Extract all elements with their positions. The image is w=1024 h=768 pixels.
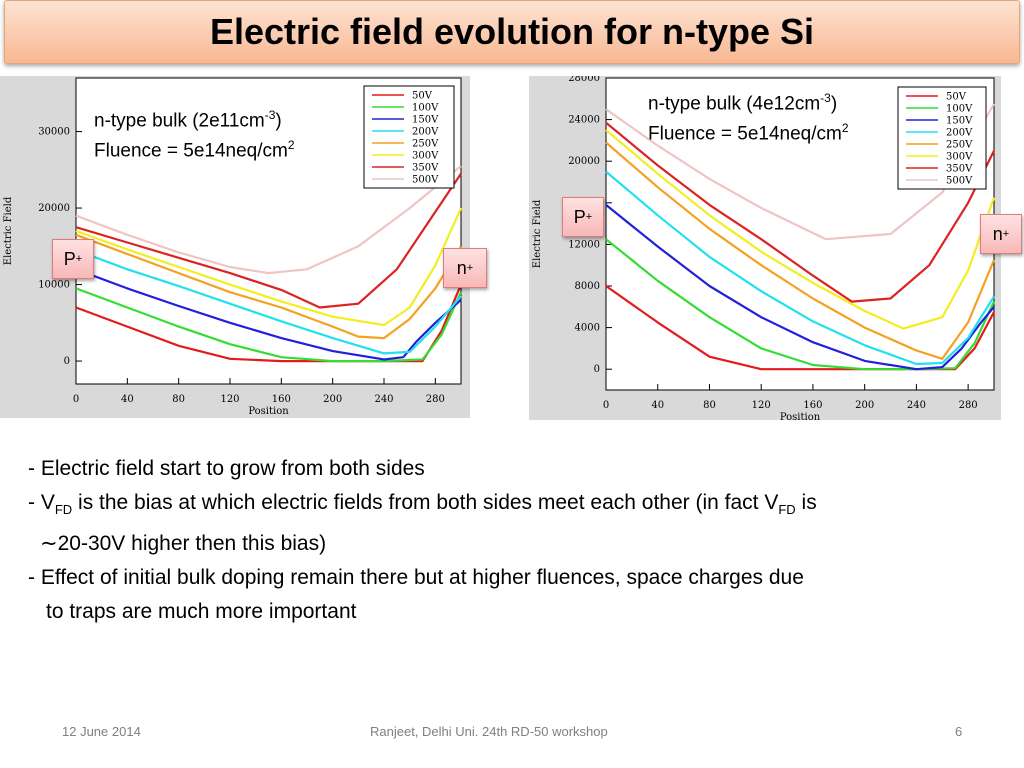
n-plus-tag-right: n + bbox=[980, 214, 1022, 254]
left-bulk-annotation: n-type bulk (2e11cm-3) bbox=[94, 108, 282, 132]
y-tick-label: 8000 bbox=[575, 281, 600, 292]
bullet-1: - Electric field start to grow from both… bbox=[28, 457, 425, 480]
footer-presenter: Ranjeet, Delhi Uni. 24th RD-50 workshop bbox=[370, 724, 608, 739]
y-tick-label: 20000 bbox=[568, 156, 600, 167]
series-line-100V bbox=[75, 287, 463, 363]
y-tick-label: 0 bbox=[64, 356, 70, 367]
legend-label: 100V bbox=[412, 103, 439, 114]
left-fluence-annotation: Fluence = 5e14neq/cm2 bbox=[94, 138, 295, 162]
bullet-2-cont: ∼20-30V higher then this bias) bbox=[40, 532, 327, 556]
legend-box bbox=[897, 86, 987, 190]
x-tick-label: 120 bbox=[220, 394, 239, 405]
right-bulk-annotation: n-type bulk (4e12cm-3) bbox=[648, 91, 838, 115]
x-tick-label: 40 bbox=[121, 394, 134, 405]
bullet-list: - Electric field start to grow from both… bbox=[28, 452, 1018, 629]
legend-label: 50V bbox=[412, 91, 433, 102]
series-line-100V bbox=[605, 238, 995, 371]
x-tick-label: 160 bbox=[272, 394, 291, 405]
legend-label: 300V bbox=[412, 151, 439, 162]
series-line-150V bbox=[605, 204, 995, 371]
x-tick-label: 120 bbox=[752, 400, 771, 411]
y-tick-label: 4000 bbox=[575, 323, 600, 334]
legend-label: 150V bbox=[412, 115, 439, 126]
bullet-2: - VFD is the bias at which electric fiel… bbox=[28, 491, 817, 518]
x-tick-label: 280 bbox=[959, 400, 978, 411]
y-tick-label: 0 bbox=[594, 364, 600, 375]
legend-label: 500V bbox=[412, 175, 439, 186]
legend-label: 250V bbox=[412, 139, 439, 150]
footer-page-number: 6 bbox=[955, 724, 963, 739]
legend-label: 300V bbox=[946, 152, 973, 163]
right-fluence-annotation: Fluence = 5e14neq/cm2 bbox=[648, 121, 849, 145]
series-line-150V bbox=[75, 268, 462, 361]
legend-label: 500V bbox=[946, 176, 973, 187]
title-bar: Electric field evolution for n-type Si bbox=[4, 0, 1020, 64]
plot-right: 0408012016020024028004000800012000160002… bbox=[529, 76, 1001, 420]
x-axis-label: Position bbox=[780, 412, 821, 420]
y-tick-label: 12000 bbox=[568, 239, 600, 250]
x-tick-label: 160 bbox=[803, 400, 822, 411]
x-tick-label: 80 bbox=[172, 394, 185, 405]
series-line-50V bbox=[605, 285, 995, 371]
chart-right: 0408012016020024028004000800012000160002… bbox=[532, 76, 996, 420]
chart-left: 0 40 80 120 160 200 240 280 0 10000 20000 30000 Posi… bbox=[3, 77, 463, 417]
x-tick-label: 240 bbox=[374, 394, 393, 405]
x-tick-label: 40 bbox=[651, 400, 664, 411]
bullet-3: - Effect of initial bulk doping remain t… bbox=[28, 566, 804, 590]
y-tick-label: 24000 bbox=[568, 115, 600, 126]
series-line-500V bbox=[75, 165, 462, 275]
plot-left: 0 40 80 120 160 200 240 280 0 10000 20000 30000 Posi… bbox=[0, 76, 470, 418]
y-tick-label: 30000 bbox=[38, 127, 70, 138]
y-axis-label: Electric Field bbox=[532, 199, 543, 268]
series-line-300V bbox=[605, 129, 996, 330]
y-axis-label: Electric Field bbox=[3, 196, 14, 265]
series-line-200V bbox=[605, 170, 995, 366]
x-tick-label: 80 bbox=[703, 400, 716, 411]
legend-box bbox=[363, 85, 455, 189]
legend-label: 150V bbox=[946, 116, 973, 127]
slide-title: Electric field evolution for n-type Si bbox=[209, 11, 815, 52]
n-plus-tag-left: n + bbox=[443, 248, 487, 288]
p-plus-tag-right: P + bbox=[562, 197, 604, 237]
y-tick-label: 28000 bbox=[568, 76, 600, 84]
legend-label: 350V bbox=[412, 163, 439, 174]
legend-label: 350V bbox=[946, 164, 973, 175]
p-plus-tag-left: P + bbox=[52, 239, 94, 279]
series-line-350V bbox=[605, 121, 995, 303]
x-tick-label: 200 bbox=[323, 394, 342, 405]
x-tick-label: 0 bbox=[603, 400, 609, 411]
legend-label: 50V bbox=[946, 92, 967, 103]
legend-label: 200V bbox=[946, 128, 973, 139]
legend-label: 100V bbox=[946, 104, 973, 115]
x-axis-label: Position bbox=[248, 406, 289, 417]
footer-date: 12 June 2014 bbox=[62, 724, 141, 739]
x-tick-label: 240 bbox=[907, 400, 926, 411]
x-tick-label: 280 bbox=[426, 394, 445, 405]
series-line-250V bbox=[75, 233, 462, 340]
y-tick-label: 20000 bbox=[38, 203, 70, 214]
bullet-3-cont: to traps are much more important bbox=[46, 600, 357, 624]
series-line-500V bbox=[605, 103, 995, 241]
series-line-300V bbox=[75, 207, 463, 327]
series-line-350V bbox=[75, 172, 462, 309]
x-tick-label: 200 bbox=[855, 400, 874, 411]
legend-label: 200V bbox=[412, 127, 439, 138]
y-tick-label: 10000 bbox=[38, 280, 70, 291]
series-line-250V bbox=[605, 141, 996, 360]
legend-label: 250V bbox=[946, 140, 973, 151]
x-tick-label: 0 bbox=[73, 394, 79, 405]
series-line-200V bbox=[75, 249, 462, 355]
